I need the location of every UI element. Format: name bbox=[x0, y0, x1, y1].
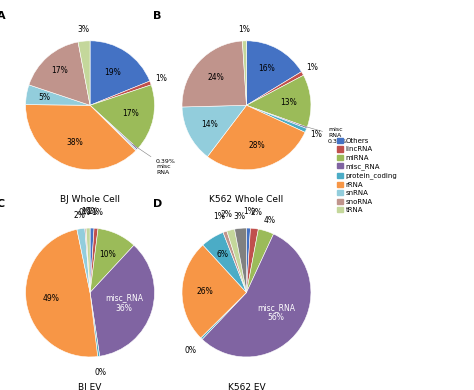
Wedge shape bbox=[227, 229, 246, 292]
Legend: Others, lincRNA, miRNA, misc_RNA, protein_coding, rRNA, snRNA, snoRNA, tRNA: Others, lincRNA, miRNA, misc_RNA, protei… bbox=[335, 136, 399, 215]
Wedge shape bbox=[202, 234, 311, 357]
Text: 3%: 3% bbox=[77, 25, 89, 34]
Text: 0%: 0% bbox=[95, 368, 107, 377]
Text: C: C bbox=[0, 199, 5, 209]
Wedge shape bbox=[29, 42, 90, 105]
Wedge shape bbox=[90, 228, 98, 292]
Text: 28%: 28% bbox=[248, 142, 265, 151]
Wedge shape bbox=[90, 81, 151, 105]
Wedge shape bbox=[203, 232, 246, 292]
Text: 19%: 19% bbox=[104, 67, 121, 77]
Wedge shape bbox=[85, 228, 90, 292]
Text: A: A bbox=[0, 11, 5, 21]
Wedge shape bbox=[246, 41, 301, 105]
Text: 10%: 10% bbox=[100, 250, 116, 259]
Text: 0.39%
misc
RNA: 0.39% misc RNA bbox=[132, 144, 176, 175]
Wedge shape bbox=[78, 41, 90, 105]
Wedge shape bbox=[246, 72, 303, 105]
Text: 0%: 0% bbox=[184, 346, 196, 355]
Text: 6%: 6% bbox=[217, 250, 228, 259]
Text: 1%: 1% bbox=[243, 207, 255, 216]
Wedge shape bbox=[90, 245, 155, 356]
Text: 2%: 2% bbox=[250, 208, 263, 217]
Text: 14%: 14% bbox=[201, 120, 218, 129]
Wedge shape bbox=[246, 105, 307, 132]
Wedge shape bbox=[182, 41, 246, 107]
Text: 0%: 0% bbox=[78, 207, 90, 216]
Text: 1%: 1% bbox=[310, 131, 322, 140]
Text: misc_RNA
56%: misc_RNA 56% bbox=[257, 303, 295, 322]
Wedge shape bbox=[246, 75, 311, 127]
Text: 16%: 16% bbox=[259, 64, 275, 73]
Title: K562 Whole Cell: K562 Whole Cell bbox=[210, 195, 283, 204]
Wedge shape bbox=[90, 85, 155, 149]
Wedge shape bbox=[26, 229, 98, 357]
Text: 1%: 1% bbox=[91, 208, 103, 217]
Text: 24%: 24% bbox=[207, 73, 224, 82]
Text: 3%: 3% bbox=[233, 212, 246, 221]
Wedge shape bbox=[246, 228, 250, 292]
Wedge shape bbox=[242, 41, 246, 105]
Text: D: D bbox=[153, 199, 162, 209]
Wedge shape bbox=[208, 105, 305, 170]
Wedge shape bbox=[201, 292, 246, 339]
Title: BJ Whole Cell: BJ Whole Cell bbox=[60, 195, 120, 204]
Text: 1%: 1% bbox=[238, 25, 250, 34]
Wedge shape bbox=[90, 41, 150, 105]
Wedge shape bbox=[90, 105, 138, 150]
Text: 26%: 26% bbox=[196, 287, 213, 296]
Wedge shape bbox=[246, 105, 307, 129]
Text: 17%: 17% bbox=[51, 66, 68, 75]
Wedge shape bbox=[86, 228, 90, 292]
Text: 49%: 49% bbox=[42, 294, 59, 303]
Wedge shape bbox=[223, 231, 246, 292]
Text: 1%: 1% bbox=[87, 207, 99, 216]
Text: B: B bbox=[153, 11, 161, 21]
Text: 1%: 1% bbox=[155, 74, 167, 83]
Text: misc_RNA
36%: misc_RNA 36% bbox=[105, 293, 143, 313]
Wedge shape bbox=[246, 228, 258, 292]
Title: K562 EV: K562 EV bbox=[228, 383, 265, 390]
Wedge shape bbox=[26, 105, 136, 170]
Wedge shape bbox=[90, 229, 134, 292]
Wedge shape bbox=[182, 105, 246, 157]
Text: 5%: 5% bbox=[38, 93, 50, 102]
Text: 4%: 4% bbox=[264, 216, 276, 225]
Wedge shape bbox=[90, 292, 100, 356]
Text: misc
RNA
0.36%: misc RNA 0.36% bbox=[301, 125, 348, 144]
Text: 1%: 1% bbox=[307, 63, 319, 72]
Wedge shape bbox=[90, 105, 137, 151]
Text: 38%: 38% bbox=[66, 138, 83, 147]
Wedge shape bbox=[182, 245, 246, 338]
Wedge shape bbox=[246, 229, 273, 292]
Text: 1%: 1% bbox=[82, 207, 93, 216]
Wedge shape bbox=[26, 85, 90, 105]
Text: 1%: 1% bbox=[214, 212, 226, 221]
Wedge shape bbox=[77, 228, 90, 292]
Title: BJ EV: BJ EV bbox=[78, 383, 102, 390]
Text: 2%: 2% bbox=[221, 210, 233, 219]
Text: 17%: 17% bbox=[123, 110, 139, 119]
Wedge shape bbox=[90, 228, 94, 292]
Wedge shape bbox=[235, 228, 246, 292]
Text: 2%: 2% bbox=[73, 211, 85, 220]
Text: 13%: 13% bbox=[280, 98, 297, 107]
